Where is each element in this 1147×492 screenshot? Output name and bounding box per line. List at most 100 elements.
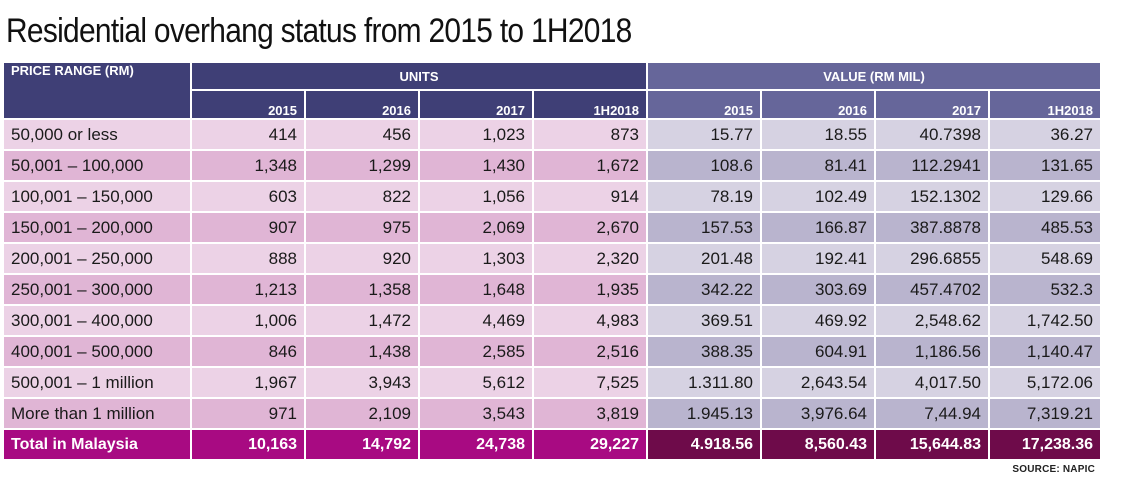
value-cell: 1,140.47 [987, 335, 1103, 368]
value-cell: 388.35 [646, 335, 762, 368]
value-cell: 548.69 [987, 242, 1103, 275]
table-row: 150,001 – 200,000 907 975 2,069 2,670 15… [2, 211, 1103, 244]
units-cell: 920 [304, 242, 420, 275]
units-cell: 603 [190, 180, 306, 213]
value-cell: 1,742.50 [987, 304, 1103, 337]
value-cell: 40.7398 [874, 118, 990, 151]
value-cell: 485.53 [987, 211, 1103, 244]
units-cell: 1,358 [304, 273, 420, 306]
value-cell: 5,172.06 [987, 366, 1103, 399]
units-cell: 4,469 [418, 304, 534, 337]
total-row: Total in Malaysia 10,163 14,792 24,738 2… [2, 428, 1103, 461]
value-cell: 7,44.94 [874, 397, 990, 430]
units-cell: 1,213 [190, 273, 306, 306]
units-cell: 1,438 [304, 335, 420, 368]
price-range-cell: 150,001 – 200,000 [2, 211, 192, 244]
units-cell: 1,303 [418, 242, 534, 275]
value-year-header: 2016 [760, 89, 876, 120]
price-range-cell: 200,001 – 250,000 [2, 242, 192, 275]
units-cell: 1,648 [418, 273, 534, 306]
table-row: 200,001 – 250,000 888 920 1,303 2,320 20… [2, 242, 1103, 275]
overhang-table: PRICE RANGE (RM) UNITS VALUE (RM MIL) 20… [2, 61, 1103, 461]
units-cell: 2,320 [532, 242, 648, 275]
units-cell: 971 [190, 397, 306, 430]
value-cell: 1.945.13 [646, 397, 762, 430]
units-cell: 888 [190, 242, 306, 275]
units-year-header: 2016 [304, 89, 420, 120]
value-cell: 387.8878 [874, 211, 990, 244]
units-cell: 2,670 [532, 211, 648, 244]
value-cell: 3,976.64 [760, 397, 876, 430]
units-cell: 2,516 [532, 335, 648, 368]
total-units-cell: 14,792 [304, 428, 420, 461]
value-cell: 15.77 [646, 118, 762, 151]
units-cell: 1,935 [532, 273, 648, 306]
value-cell: 4,017.50 [874, 366, 990, 399]
value-cell: 131.65 [987, 149, 1103, 182]
total-label: Total in Malaysia [2, 428, 192, 461]
value-cell: 108.6 [646, 149, 762, 182]
total-value-cell: 8,560.43 [760, 428, 876, 461]
value-cell: 81.41 [760, 149, 876, 182]
units-cell: 1,056 [418, 180, 534, 213]
total-units-cell: 29,227 [532, 428, 648, 461]
units-cell: 1,299 [304, 149, 420, 182]
units-cell: 3,543 [418, 397, 534, 430]
value-header: VALUE (RM MIL) [645, 61, 1103, 91]
value-cell: 303.69 [760, 273, 876, 306]
value-cell: 192.41 [760, 242, 876, 275]
price-range-cell: 400,001 – 500,000 [2, 335, 192, 368]
units-cell: 1,430 [418, 149, 534, 182]
value-year-header: 2017 [874, 89, 990, 120]
table-row: 50,000 or less 414 456 1,023 873 15.77 1… [2, 118, 1103, 151]
value-cell: 2,643.54 [760, 366, 876, 399]
units-year-header: 2017 [418, 89, 534, 120]
value-year-header: 1H2018 [987, 89, 1103, 120]
units-cell: 846 [190, 335, 306, 368]
table-row: 50,001 – 100,000 1,348 1,299 1,430 1,672… [2, 149, 1103, 182]
price-range-cell: 100,001 – 150,000 [2, 180, 192, 213]
value-cell: 18.55 [760, 118, 876, 151]
value-cell: 1.311.80 [646, 366, 762, 399]
value-cell: 152.1302 [874, 180, 990, 213]
units-cell: 2,109 [304, 397, 420, 430]
total-value-cell: 17,238.36 [987, 428, 1103, 461]
price-range-cell: 50,001 – 100,000 [2, 149, 192, 182]
units-cell: 1,967 [190, 366, 306, 399]
value-cell: 2,548.62 [874, 304, 990, 337]
units-cell: 914 [532, 180, 648, 213]
value-cell: 342.22 [646, 273, 762, 306]
value-cell: 157.53 [646, 211, 762, 244]
units-cell: 873 [532, 118, 648, 151]
value-cell: 36.27 [987, 118, 1103, 151]
page-title: Residential overhang status from 2015 to… [6, 12, 632, 50]
price-range-cell: More than 1 million [2, 397, 192, 430]
value-cell: 129.66 [987, 180, 1103, 213]
table-row: 500,001 – 1 million 1,967 3,943 5,612 7,… [2, 366, 1103, 399]
units-cell: 414 [190, 118, 306, 151]
units-year-header: 1H2018 [532, 89, 648, 120]
units-cell: 2,069 [418, 211, 534, 244]
table-row: More than 1 million 971 2,109 3,543 3,81… [2, 397, 1103, 430]
value-year-header: 2015 [646, 89, 762, 120]
value-cell: 604.91 [760, 335, 876, 368]
units-cell: 1,672 [532, 149, 648, 182]
price-range-cell: 50,000 or less [2, 118, 192, 151]
units-cell: 5,612 [418, 366, 534, 399]
price-range-header: PRICE RANGE (RM) [2, 61, 192, 120]
value-cell: 369.51 [646, 304, 762, 337]
units-year-header: 2015 [190, 89, 306, 120]
value-cell: 296.6855 [874, 242, 990, 275]
value-cell: 532.3 [987, 273, 1103, 306]
value-cell: 1,186.56 [874, 335, 990, 368]
total-units-cell: 24,738 [418, 428, 534, 461]
units-cell: 2,585 [418, 335, 534, 368]
units-cell: 3,943 [304, 366, 420, 399]
total-value-cell: 4.918.56 [646, 428, 762, 461]
total-units-cell: 10,163 [190, 428, 306, 461]
units-cell: 1,472 [304, 304, 420, 337]
units-cell: 4,983 [532, 304, 648, 337]
price-range-cell: 250,001 – 300,000 [2, 273, 192, 306]
units-cell: 822 [304, 180, 420, 213]
units-cell: 1,023 [418, 118, 534, 151]
